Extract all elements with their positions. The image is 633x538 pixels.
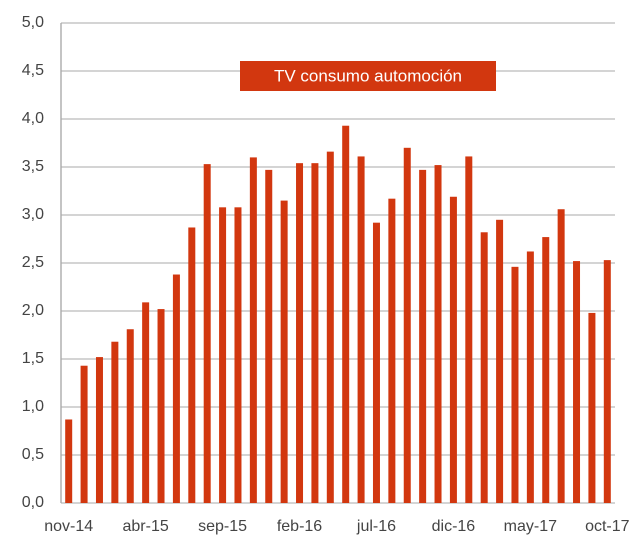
bar bbox=[249, 157, 257, 503]
y-tick-label: 1,0 bbox=[22, 398, 44, 415]
y-tick-label: 1,5 bbox=[22, 350, 44, 367]
bar bbox=[603, 260, 611, 503]
bar bbox=[65, 419, 73, 503]
bar bbox=[311, 163, 319, 503]
bar bbox=[496, 219, 504, 504]
bar bbox=[342, 125, 350, 503]
bar bbox=[511, 266, 519, 503]
bar bbox=[449, 196, 457, 503]
bar bbox=[157, 309, 165, 503]
bar bbox=[526, 251, 534, 503]
y-tick-label: 0,0 bbox=[22, 494, 44, 511]
bar bbox=[434, 165, 442, 503]
bar bbox=[542, 237, 550, 503]
bar bbox=[234, 207, 242, 503]
x-tick-label: may-17 bbox=[504, 518, 557, 535]
x-tick-label: jul-16 bbox=[356, 518, 396, 535]
bar bbox=[142, 302, 150, 503]
y-tick-label: 2,0 bbox=[22, 302, 44, 319]
x-tick-label: nov-14 bbox=[44, 518, 93, 535]
y-tick-label: 3,0 bbox=[22, 206, 44, 223]
bar bbox=[465, 156, 473, 503]
x-tick-label: oct-17 bbox=[585, 518, 630, 535]
bar bbox=[95, 357, 103, 503]
bar bbox=[419, 169, 427, 503]
y-tick-label: 4,0 bbox=[22, 110, 44, 127]
title-box bbox=[240, 61, 496, 91]
bar bbox=[188, 227, 196, 504]
y-tick-label: 5,0 bbox=[22, 14, 44, 31]
bar bbox=[388, 198, 396, 503]
bar bbox=[372, 222, 380, 503]
bar bbox=[296, 163, 304, 503]
x-tick-label: dic-16 bbox=[432, 518, 476, 535]
bar bbox=[480, 232, 488, 503]
bar bbox=[172, 274, 180, 503]
x-tick-label: feb-16 bbox=[277, 518, 322, 535]
chart-title: TV consumo automoción bbox=[274, 66, 462, 85]
bar bbox=[588, 312, 596, 503]
y-tick-label: 2,5 bbox=[22, 254, 44, 271]
bar bbox=[403, 147, 411, 504]
y-tick-label: 3,5 bbox=[22, 158, 44, 175]
bar bbox=[111, 341, 119, 503]
bar bbox=[557, 209, 565, 504]
bar bbox=[265, 169, 273, 503]
y-tick-label: 0,5 bbox=[22, 446, 44, 463]
x-tick-label: abr-15 bbox=[123, 518, 169, 535]
bar bbox=[573, 261, 581, 503]
x-tick-label: sep-15 bbox=[198, 518, 247, 535]
bar bbox=[357, 156, 365, 503]
bar bbox=[219, 207, 227, 503]
bar bbox=[203, 164, 211, 503]
bar bbox=[326, 151, 334, 503]
bar bbox=[280, 200, 288, 503]
y-tick-label: 4,5 bbox=[22, 62, 44, 79]
bar bbox=[80, 365, 88, 503]
bar bbox=[126, 329, 134, 503]
